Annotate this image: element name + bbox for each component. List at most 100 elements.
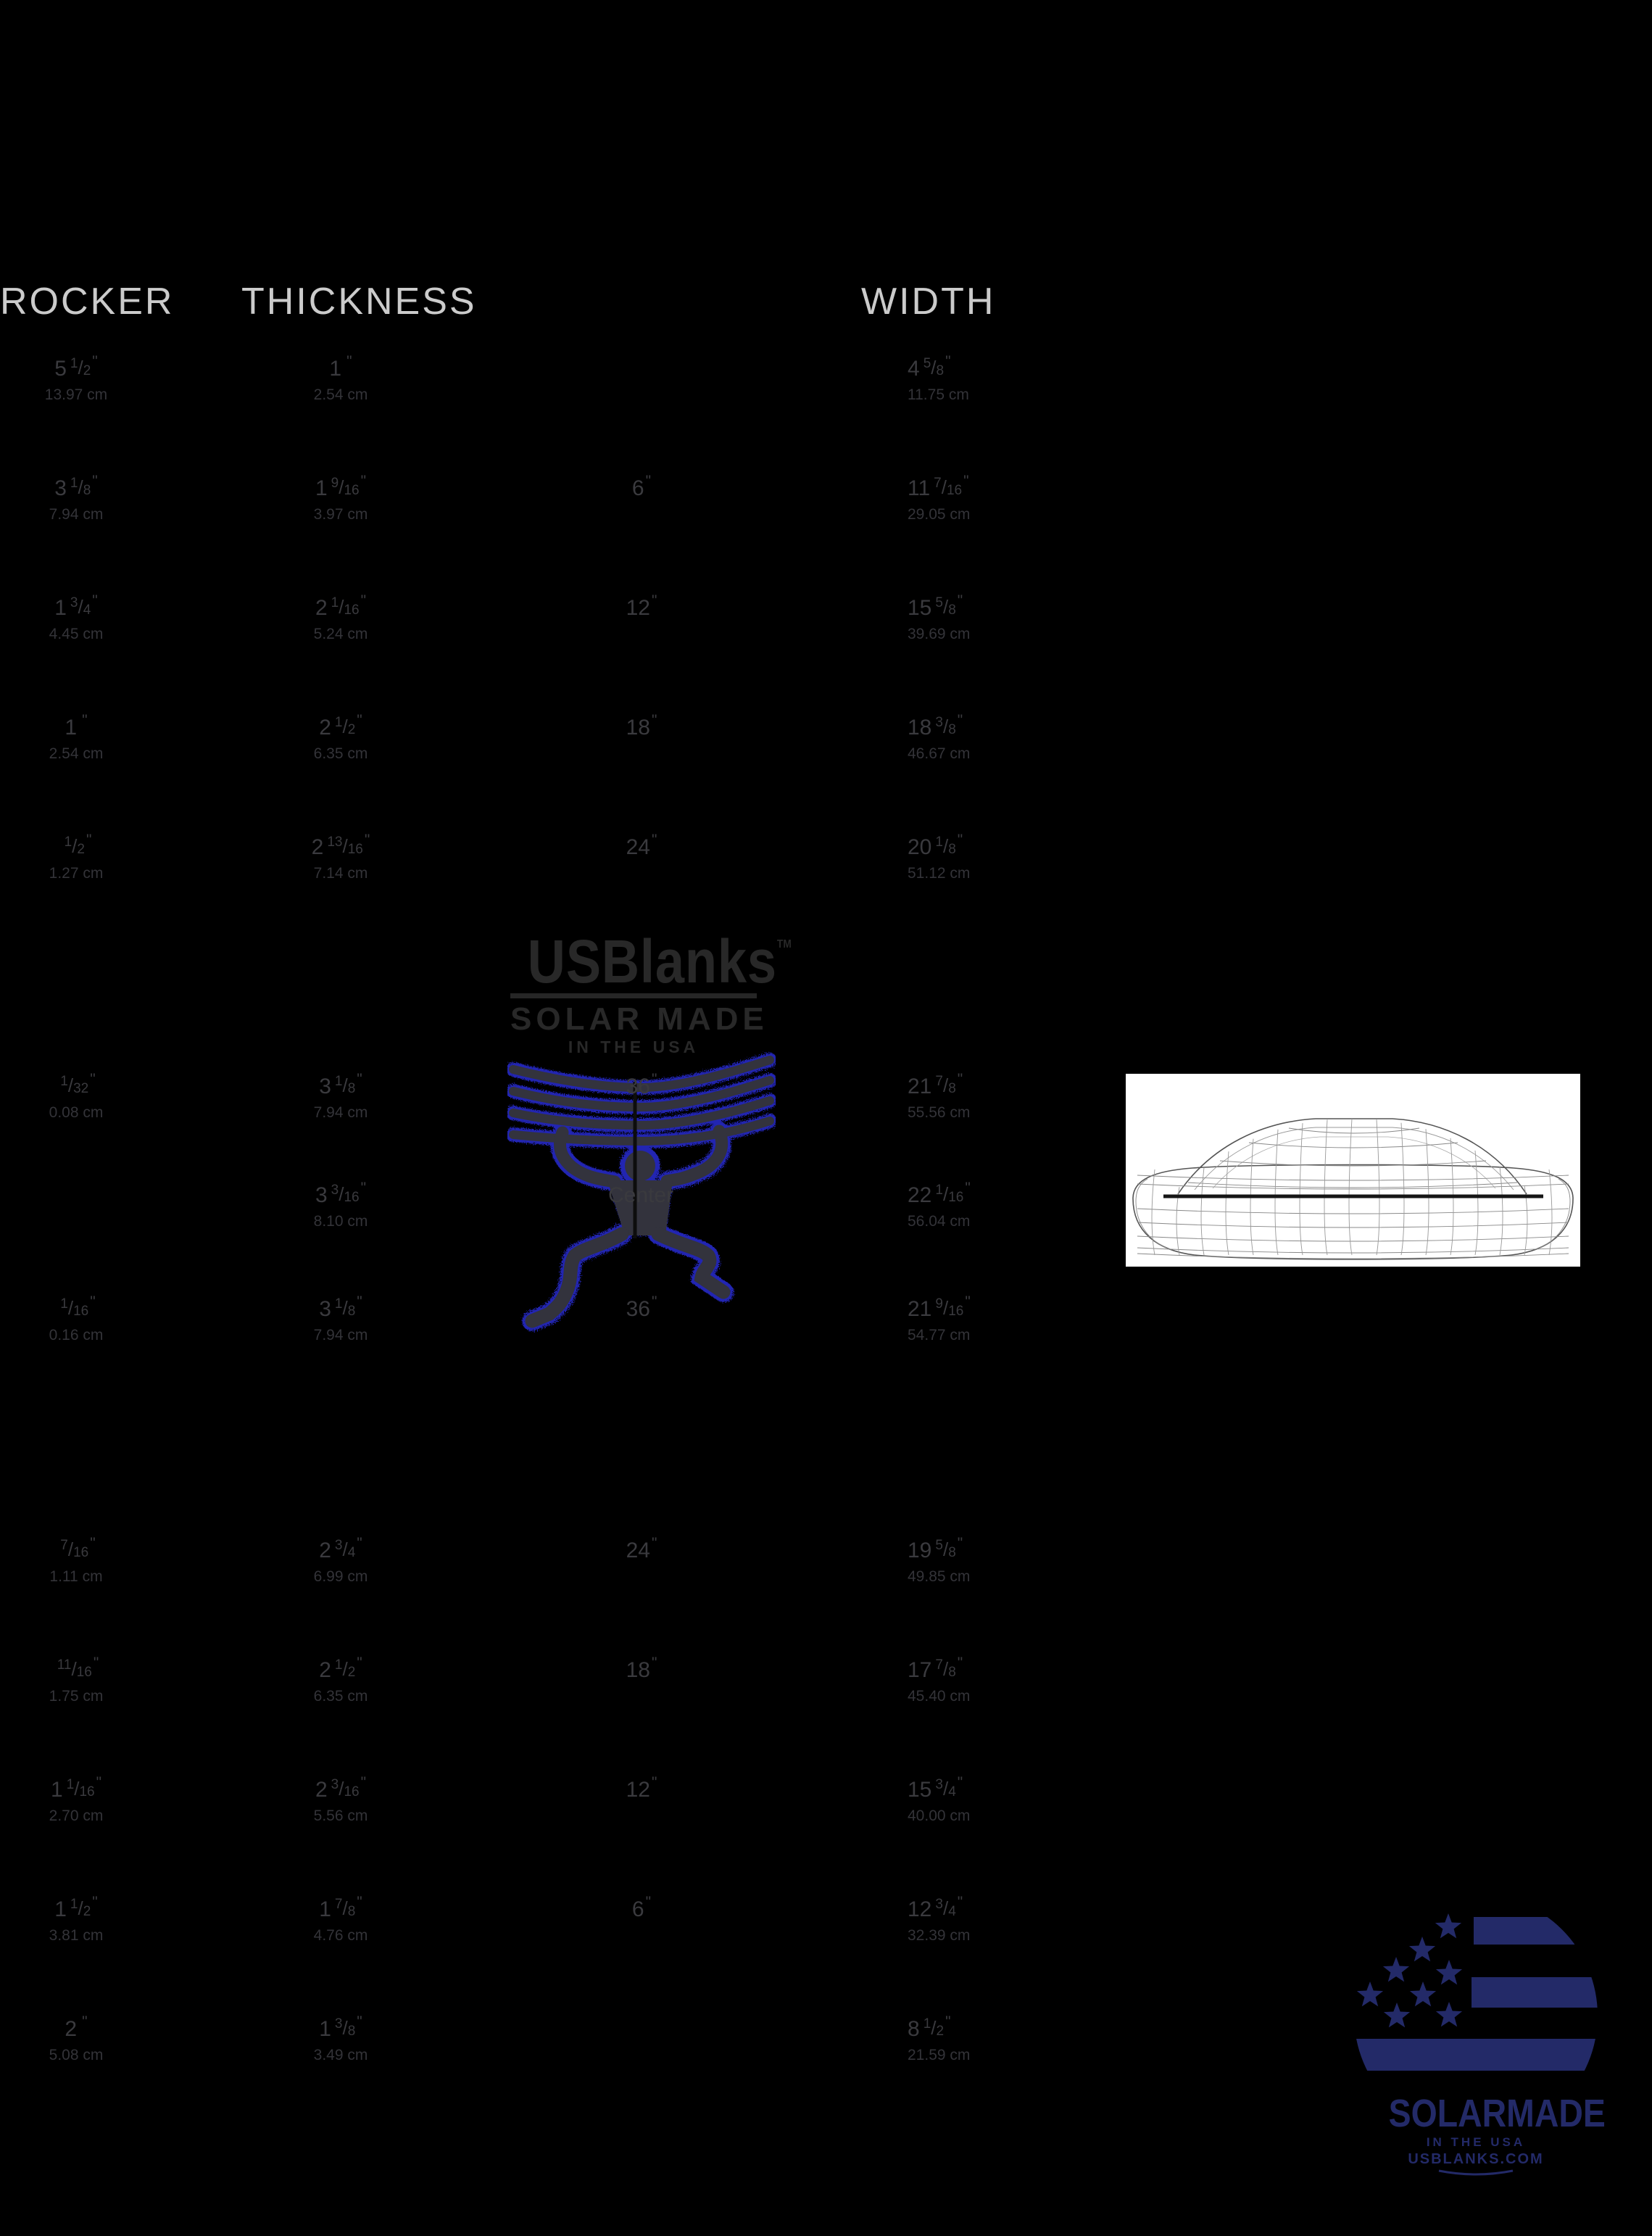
logo-divider-line [510, 993, 757, 998]
spec-row: 3 3/16" 8.10 cm Center 22 1/16" 56.04 cm [0, 1176, 1652, 1230]
rocker-centimeters: 0.16 cm [49, 1327, 104, 1343]
spec-row: 5 1/2" 13.97 cm 1 " 2.54 cm 4 5/8" 11.75 cm [0, 349, 1652, 403]
width-inches: 11 7/16" [908, 473, 969, 500]
width-inches: 22 1/16" [908, 1180, 971, 1207]
thickness-inches: 3 1/8" [319, 1071, 362, 1098]
thickness-centimeters: 7.94 cm [313, 1104, 368, 1121]
spec-row: 2 " 5.08 cm 1 3/8" 3.49 cm 8 1/2" 21.59 cm [0, 2010, 1652, 2064]
rocker-measurement: 3 1/8" 7.94 cm [0, 469, 152, 523]
rocker-centimeters: 7.94 cm [49, 506, 104, 523]
rocker-measurement: 1/32" 0.08 cm [0, 1067, 152, 1122]
distance-from-center: 18" [580, 708, 703, 740]
width-measurement: 12 3/4" 32.39 cm [908, 1890, 1082, 1945]
distance-from-center: 12" [580, 589, 703, 621]
rocker-measurement: 1 " 2.54 cm [0, 708, 152, 763]
trademark-symbol: TM [776, 938, 792, 951]
width-centimeters: 45.40 cm [908, 1688, 971, 1705]
rocker-measurement: 1 1/2" 3.81 cm [0, 1890, 152, 1945]
thickness-measurement: 2 1/2" 6.35 cm [260, 708, 422, 763]
thickness-inches: 3 1/8" [319, 1293, 362, 1321]
thickness-measurement: 3 3/16" 8.10 cm [260, 1176, 422, 1230]
thickness-measurement: 2 3/4" 6.99 cm [260, 1531, 422, 1586]
thickness-measurement: 2 13/16" 7.14 cm [260, 828, 422, 882]
rocker-centimeters: 1.27 cm [49, 865, 104, 882]
thickness-centimeters: 6.35 cm [313, 1688, 368, 1705]
thickness-centimeters: 7.14 cm [313, 865, 368, 882]
center-distance-label: 24" [626, 1535, 657, 1562]
thickness-centimeters: 3.97 cm [313, 506, 368, 523]
rocker-measurement: 2 " 5.08 cm [0, 2010, 152, 2064]
thickness-inches: 3 3/16" [315, 1180, 367, 1207]
usblanks-url[interactable]: USBLANKS.COM [1408, 2151, 1544, 2167]
rocker-centimeters: 1.11 cm [49, 1568, 103, 1585]
spec-row: 1 " 2.54 cm 2 1/2" 6.35 cm 18" 18 3/8" 46.6… [0, 708, 1652, 762]
thickness-measurement: 1 7/8" 4.76 cm [260, 1890, 422, 1945]
distance-from-center: Center [580, 1176, 703, 1208]
center-distance-label: 6" [631, 473, 652, 500]
rocker-centimeters: 4.45 cm [49, 626, 104, 642]
width-measurement: 21 9/16" 54.77 cm [908, 1290, 1082, 1344]
rocker-inches: 7/16" [60, 1535, 96, 1560]
usblanks-center-logo: USBlanksTM SOLAR MADE IN THE USA [510, 915, 792, 1057]
thickness-measurement: 2 3/16" 5.56 cm [260, 1771, 422, 1825]
thickness-measurement: 2 1/2" 6.35 cm [260, 1651, 422, 1705]
thickness-measurement: 3 1/8" 7.94 cm [260, 1290, 422, 1344]
distance-from-center: 24" [580, 1531, 703, 1563]
thickness-inches: 2 1/2" [319, 1655, 362, 1682]
rocker-measurement: 11/16" 1.75 cm [0, 1651, 152, 1705]
thickness-centimeters: 2.54 cm [313, 386, 368, 403]
width-centimeters: 49.85 cm [908, 1568, 971, 1585]
distance-from-center [580, 2010, 703, 2042]
spec-row: 1/2" 1.27 cm 2 13/16" 7.14 cm 24" 20 1/8" … [0, 828, 1652, 882]
width-centimeters: 56.04 cm [908, 1213, 971, 1230]
thickness-measurement: 3 1/8" 7.94 cm [260, 1067, 422, 1122]
rocker-measurement: 7/16" 1.11 cm [0, 1531, 152, 1586]
center-distance-label: 36" [626, 1293, 657, 1321]
thickness-inches: 2 1/16" [315, 592, 367, 620]
spec-row: 1 1/16" 2.70 cm 2 3/16" 5.56 cm 12" 15 3/4"… [0, 1771, 1652, 1824]
figure-body [525, 1125, 731, 1328]
rocker-measurement: 1 1/16" 2.70 cm [0, 1771, 152, 1825]
rocker-centimeters: 13.97 cm [44, 386, 108, 403]
width-inches: 18 3/8" [908, 712, 963, 740]
width-measurement: 20 1/8" 51.12 cm [908, 828, 1082, 882]
width-centimeters: 51.12 cm [908, 865, 971, 882]
thickness-centimeters: 7.94 cm [313, 1327, 368, 1343]
rocker-centimeters: 2.70 cm [49, 1808, 104, 1824]
width-centimeters: 46.67 cm [908, 745, 971, 762]
rocker-measurement: 1 3/4" 4.45 cm [0, 589, 152, 643]
thickness-measurement: 2 1/16" 5.24 cm [260, 589, 422, 643]
width-measurement: 18 3/8" 46.67 cm [908, 708, 1082, 763]
thickness-inches: 2 3/16" [315, 1774, 367, 1802]
width-centimeters: 11.75 cm [908, 386, 969, 403]
thickness-inches: 1 7/8" [319, 1894, 362, 1921]
distance-from-center: 36" [580, 1290, 703, 1322]
thickness-centimeters: 5.24 cm [313, 626, 368, 642]
width-centimeters: 29.05 cm [908, 506, 971, 523]
rocker-inches: 1 1/2" [54, 1894, 98, 1921]
width-inches: 19 5/8" [908, 1535, 963, 1562]
thickness-centimeters: 5.56 cm [313, 1808, 368, 1824]
distance-from-center: 12" [580, 1771, 703, 1802]
badge-subtitle: IN THE USA [1426, 2135, 1526, 2149]
spec-row: 1 3/4" 4.45 cm 2 1/16" 5.24 cm 12" 15 5/8" … [0, 589, 1652, 642]
rocker-inches: 5 1/2" [54, 353, 98, 381]
center-distance-label: 36" [626, 1071, 657, 1098]
width-centimeters: 21.59 cm [908, 2047, 971, 2063]
rocker-inches: 1 3/4" [54, 592, 98, 620]
width-centimeters: 54.77 cm [908, 1327, 971, 1343]
width-measurement: 17 7/8" 45.40 cm [908, 1651, 1082, 1705]
rocker-inches: 1/32" [60, 1071, 96, 1096]
rocker-measurement: 5 1/2" 13.97 cm [0, 349, 152, 404]
spec-row: 3 1/8" 7.94 cm 1 9/16" 3.97 cm 6" 11 7/16" … [0, 469, 1652, 523]
width-centimeters: 40.00 cm [908, 1808, 971, 1824]
distance-from-center: 24" [580, 828, 703, 860]
spec-row: 1/32" 0.08 cm 3 1/8" 7.94 cm 36" 21 7/8" 5… [0, 1067, 1652, 1121]
width-inches: 15 3/4" [908, 1774, 963, 1802]
width-centimeters: 55.56 cm [908, 1104, 971, 1121]
center-distance-label [580, 2010, 703, 2042]
distance-from-center: 36" [580, 1067, 703, 1099]
